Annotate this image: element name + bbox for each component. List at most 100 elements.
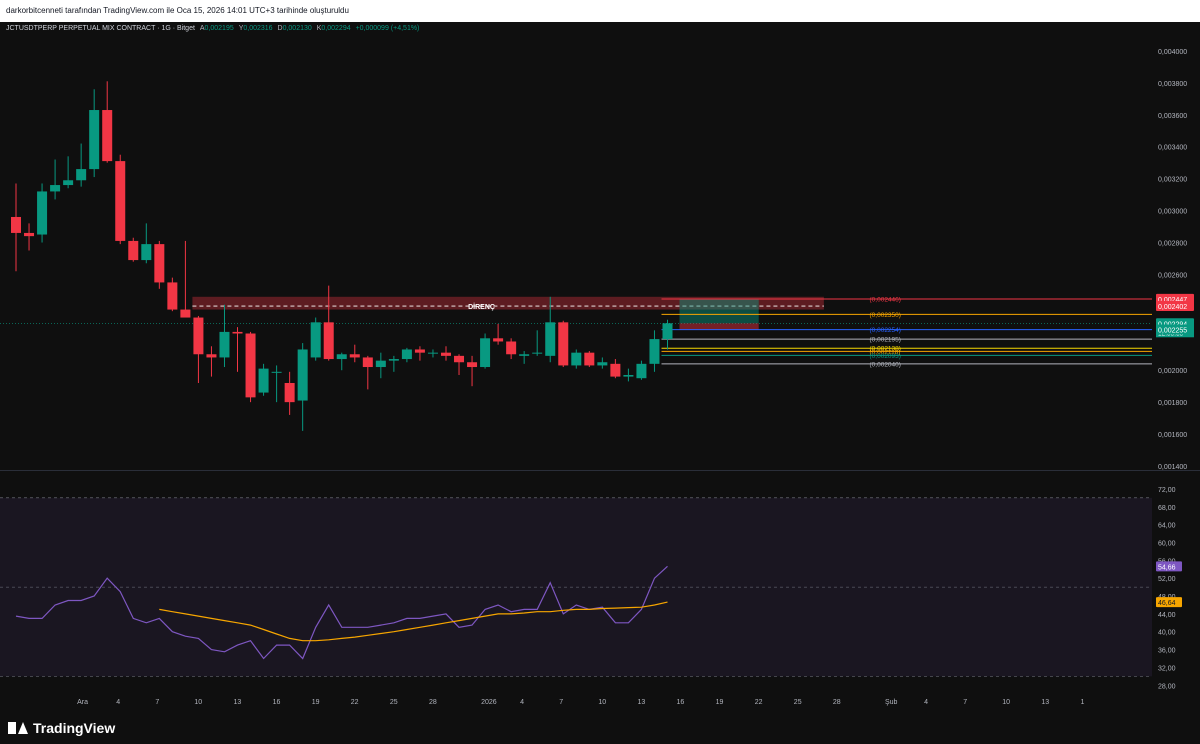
- candle-body: [519, 354, 530, 356]
- time-tick-label: 19: [312, 699, 320, 706]
- level-label: (0,002138): [870, 346, 901, 353]
- candle-body: [545, 322, 556, 356]
- chart-area[interactable]: 0,004000 0,003800 0,003600 0,003400 0,003200…: [0, 22, 1200, 712]
- candle-body: [154, 244, 165, 283]
- level-label: (0,002446): [870, 297, 901, 304]
- rsi-tick-label: 36,00: [1158, 648, 1176, 655]
- attribution-bar: darkorbitcenneti tarafından TradingView.…: [0, 0, 1200, 22]
- candle-body: [349, 354, 360, 358]
- level-label: (0,002093): [870, 353, 901, 360]
- price-badge: [1156, 301, 1194, 312]
- time-tick-label: 22: [755, 699, 763, 706]
- candle-body: [24, 232, 35, 237]
- price-badge-label: 0,002402: [1158, 304, 1187, 311]
- candle-body: [128, 240, 139, 261]
- price-tick-label: 0,003600: [1158, 113, 1187, 120]
- rsi-ma-value-badge: [1156, 597, 1182, 608]
- time-tick-label: 10: [1002, 699, 1010, 706]
- candle-body: [623, 375, 634, 377]
- candle-body: [180, 309, 191, 318]
- rsi-ma-line: [159, 601, 668, 642]
- candle-body: [454, 355, 465, 363]
- candle-body: [310, 322, 321, 358]
- rsi-tick-label: 68,00: [1158, 505, 1176, 512]
- price-tick-label: 0,003200: [1158, 177, 1187, 184]
- candle-body: [362, 357, 373, 368]
- tradingview-logo-text: TradingView: [33, 720, 116, 736]
- position-stop-zone: [679, 323, 759, 330]
- time-tick-label: 25: [390, 699, 398, 706]
- candle-body: [610, 363, 621, 377]
- rsi-tick-label: 52,00: [1158, 576, 1176, 583]
- close-key: K: [316, 25, 322, 32]
- candle-body: [63, 180, 74, 186]
- candle-body: [50, 185, 61, 192]
- tradingview-logo-icon: [8, 722, 28, 734]
- low-value: 0,002130: [282, 25, 312, 32]
- candle-body: [506, 341, 517, 355]
- candle-body: [375, 360, 386, 368]
- time-tick-label: 13: [1041, 699, 1049, 706]
- time-tick-label: 16: [273, 699, 281, 706]
- rsi-line: [15, 565, 668, 660]
- candle-body: [37, 191, 48, 235]
- candle-body: [323, 322, 334, 360]
- candle-body: [271, 371, 282, 373]
- candle-body: [414, 349, 425, 353]
- candle-body: [649, 339, 660, 364]
- candle-body: [388, 359, 399, 361]
- price-badge: [1156, 324, 1194, 335]
- time-tick-label: 19: [716, 699, 724, 706]
- candle-body: [467, 362, 478, 368]
- candle-body: [193, 317, 204, 355]
- time-tick-label: 10: [598, 699, 606, 706]
- symbol-name[interactable]: JCTUSDTPERP PERPETUAL MIX CONTRACT · 1G …: [6, 25, 195, 32]
- time-tick-label: 22: [351, 699, 359, 706]
- time-tick-label: 28: [833, 699, 841, 706]
- tradingview-logo[interactable]: TradingView: [8, 720, 115, 736]
- candle-body: [571, 352, 582, 366]
- candle-body: [336, 354, 347, 360]
- candle-body: [167, 282, 178, 310]
- candle-body: [89, 110, 100, 170]
- candle-body: [102, 110, 113, 162]
- rsi-value-badge: [1156, 561, 1182, 572]
- price-tick-label: 0,003000: [1158, 209, 1187, 216]
- time-tick-label: 4: [520, 699, 524, 706]
- candle-body: [440, 352, 451, 356]
- time-tick-label: 4: [116, 699, 120, 706]
- time-tick-label: Ara: [77, 699, 88, 706]
- price-tick-label: 0,002600: [1158, 272, 1187, 279]
- time-tick-label: 25: [794, 699, 802, 706]
- candle-body: [258, 368, 269, 393]
- low-key: D: [277, 25, 283, 32]
- candle-body: [401, 349, 412, 360]
- candle-body: [76, 169, 87, 181]
- price-tick-label: 0,001800: [1158, 400, 1187, 407]
- candle-body: [558, 322, 569, 366]
- candle-body: [297, 349, 308, 401]
- level-label: (0,002040): [870, 361, 901, 368]
- price-tick-label: 0,004000: [1158, 49, 1187, 56]
- rsi-tick-label: 32,00: [1158, 665, 1176, 672]
- price-badge-label: 0,002255: [1158, 328, 1187, 335]
- price-tick-label: 0,003800: [1158, 81, 1187, 88]
- candle-body: [115, 161, 126, 241]
- price-badge-label: 0,002447: [1158, 297, 1187, 304]
- price-tick-label: 0,001400: [1158, 464, 1187, 471]
- footer: TradingView: [0, 712, 1200, 744]
- time-tick-label: 13: [637, 699, 645, 706]
- time-tick-label: 7: [559, 699, 563, 706]
- time-tick-label: 7: [963, 699, 967, 706]
- candle-body: [284, 382, 295, 403]
- time-tick-label: Şub: [885, 699, 898, 706]
- price-tick-label: 0,001600: [1158, 432, 1187, 439]
- candle-body: [584, 352, 595, 366]
- rsi-tick-label: 28,00: [1158, 683, 1176, 690]
- candle-body: [206, 354, 217, 358]
- high-key: Y: [238, 25, 244, 32]
- rsi-tick-label: 40,00: [1158, 630, 1176, 637]
- candle-body: [532, 352, 543, 354]
- time-tick-label: 4: [924, 699, 928, 706]
- candle-body: [597, 362, 608, 366]
